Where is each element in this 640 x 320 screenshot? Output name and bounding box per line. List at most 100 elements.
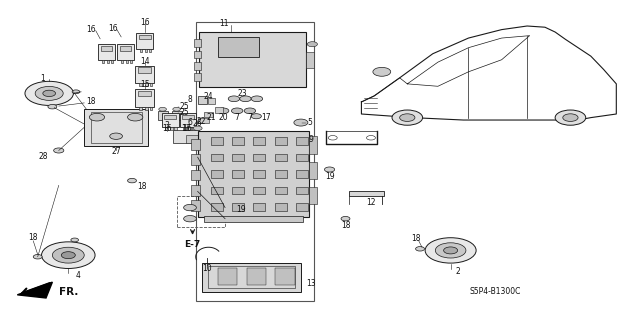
Text: 16: 16 — [140, 18, 150, 27]
Text: 16: 16 — [163, 124, 172, 133]
Text: 18: 18 — [29, 233, 38, 242]
Bar — [183, 127, 186, 130]
Bar — [150, 107, 152, 110]
Circle shape — [52, 247, 84, 263]
Bar — [145, 49, 147, 52]
Bar — [204, 112, 213, 117]
Bar — [192, 127, 195, 130]
Bar — [138, 68, 152, 73]
Circle shape — [435, 243, 466, 258]
Bar — [209, 98, 215, 104]
Bar — [100, 46, 113, 51]
Circle shape — [193, 126, 202, 131]
Bar — [164, 115, 176, 119]
Circle shape — [555, 110, 586, 125]
Circle shape — [307, 42, 317, 47]
Circle shape — [563, 114, 578, 121]
Bar — [139, 83, 142, 86]
Bar — [211, 154, 223, 161]
Bar — [177, 196, 225, 227]
Circle shape — [109, 133, 122, 140]
Bar — [309, 136, 317, 154]
Bar — [191, 185, 200, 196]
Bar — [191, 139, 200, 150]
Bar — [253, 137, 266, 145]
Circle shape — [159, 107, 166, 111]
Text: 24: 24 — [204, 92, 213, 101]
Bar — [211, 203, 223, 211]
Text: 20: 20 — [218, 113, 228, 122]
Bar — [232, 170, 244, 178]
Bar — [120, 46, 131, 51]
Bar — [198, 118, 209, 123]
Circle shape — [415, 247, 424, 251]
Bar — [191, 170, 200, 180]
Bar — [91, 112, 141, 142]
Bar — [232, 137, 244, 145]
Bar — [135, 66, 154, 83]
Bar — [209, 266, 294, 288]
Bar — [165, 127, 168, 130]
Circle shape — [392, 110, 422, 125]
Bar — [246, 268, 266, 285]
Bar — [211, 137, 223, 145]
Text: 17: 17 — [261, 113, 271, 122]
Text: 10: 10 — [202, 264, 211, 273]
Circle shape — [33, 254, 42, 259]
Bar — [130, 60, 132, 63]
Text: 23: 23 — [237, 89, 247, 98]
Bar — [174, 127, 177, 130]
Text: 26: 26 — [193, 119, 202, 128]
Bar — [275, 154, 287, 161]
Bar — [99, 44, 115, 60]
Circle shape — [71, 238, 79, 242]
Text: FR.: FR. — [59, 287, 78, 297]
Text: 18: 18 — [137, 182, 147, 191]
Text: 21: 21 — [207, 113, 216, 122]
Text: 11: 11 — [220, 19, 229, 28]
Bar — [157, 111, 168, 120]
Text: 19: 19 — [236, 205, 246, 214]
Text: 16: 16 — [182, 124, 192, 133]
Bar — [309, 162, 317, 179]
Bar — [194, 51, 202, 59]
Circle shape — [240, 96, 251, 102]
Circle shape — [173, 107, 180, 111]
Text: 28: 28 — [38, 152, 47, 161]
Text: 13: 13 — [306, 279, 316, 288]
Text: 7: 7 — [235, 113, 239, 122]
Circle shape — [127, 113, 143, 121]
Circle shape — [184, 204, 196, 211]
Bar — [253, 170, 266, 178]
Bar — [172, 111, 182, 120]
Bar — [191, 200, 200, 211]
Bar — [186, 135, 199, 142]
Bar — [194, 73, 202, 81]
Bar — [253, 187, 266, 194]
Circle shape — [228, 96, 240, 102]
Bar — [232, 154, 244, 161]
Text: 18: 18 — [340, 220, 350, 229]
Text: 6: 6 — [188, 118, 193, 127]
Polygon shape — [17, 282, 52, 298]
Circle shape — [54, 148, 64, 153]
Bar — [180, 113, 196, 127]
Bar — [149, 49, 152, 52]
Bar — [218, 36, 259, 57]
Bar — [106, 60, 109, 63]
Circle shape — [251, 96, 262, 102]
Bar — [136, 33, 153, 49]
Circle shape — [294, 119, 308, 126]
Text: 1: 1 — [40, 74, 45, 83]
Circle shape — [444, 247, 458, 254]
Bar — [150, 83, 152, 86]
Bar — [296, 137, 308, 145]
Bar — [121, 60, 123, 63]
Bar — [162, 113, 179, 127]
Bar — [275, 170, 287, 178]
Bar — [202, 263, 301, 292]
Bar — [194, 62, 202, 69]
Bar — [173, 130, 199, 142]
Circle shape — [42, 242, 95, 268]
Bar — [309, 187, 317, 204]
